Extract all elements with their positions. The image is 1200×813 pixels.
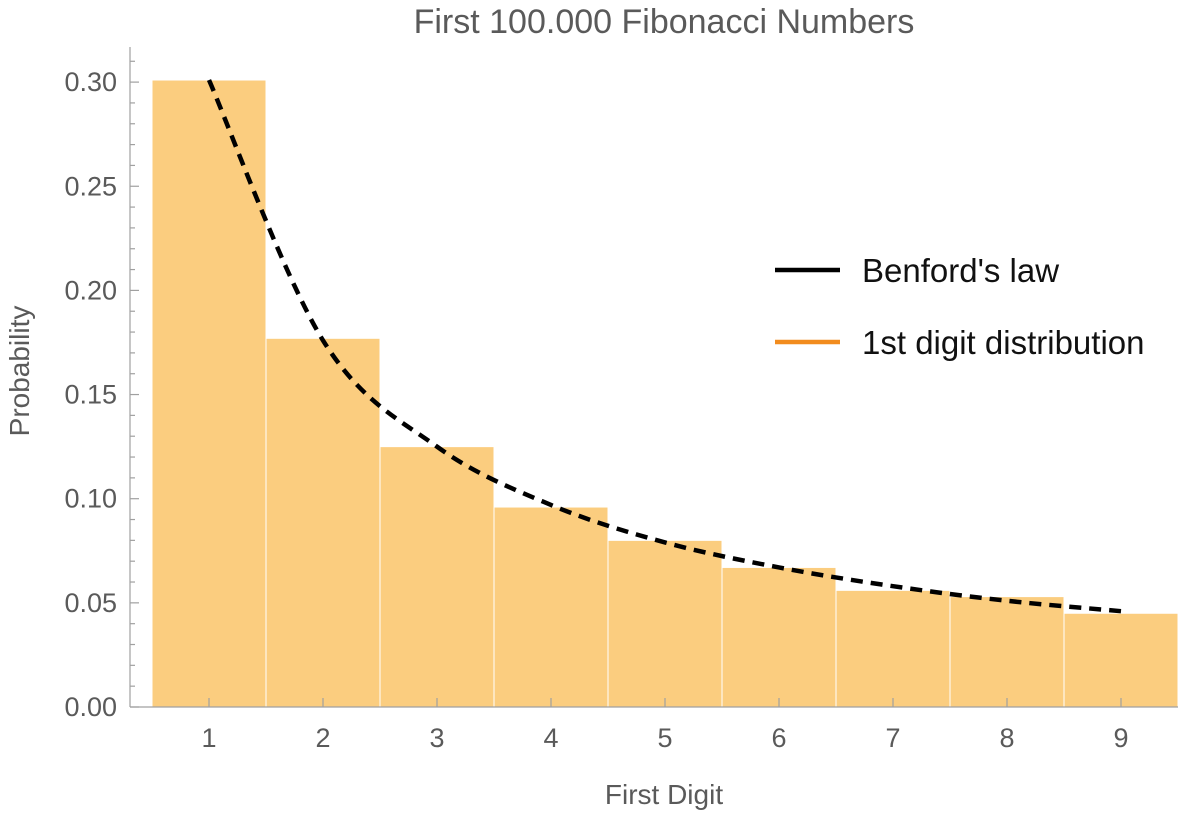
x-tick-label: 8: [999, 723, 1014, 753]
x-tick-label: 4: [543, 723, 558, 753]
legend: Benford's law 1st digit distribution: [775, 252, 1144, 361]
chart-title: First 100.000 Fibonacci Numbers: [414, 3, 915, 41]
y-tick-label: 0.30: [64, 67, 117, 97]
bars-layer: [151, 79, 1179, 708]
bar-digit-4: [493, 506, 609, 708]
bar-digit-1: [151, 79, 267, 708]
bar-digit-6: [721, 566, 837, 708]
y-tick-label: 0.00: [64, 692, 117, 722]
bar-digit-5: [607, 539, 723, 708]
y-tick-label: 0.20: [64, 275, 117, 305]
x-axis-label: First Digit: [605, 779, 723, 810]
y-ticks-layer: 0.00 0.05 0.10 0.15 0.20 0.25 0.30: [64, 60, 139, 722]
legend-label-benford: Benford's law: [862, 252, 1059, 289]
bar-digit-9: [1063, 612, 1179, 708]
x-tick-label: 6: [771, 723, 786, 753]
x-tick-label: 5: [657, 723, 672, 753]
x-tick-label: 2: [315, 723, 330, 753]
bar-digit-7: [835, 589, 951, 708]
x-tick-label: 7: [885, 723, 900, 753]
bar-digit-2: [265, 337, 381, 708]
legend-label-distribution: 1st digit distribution: [862, 324, 1144, 361]
y-tick-label: 0.15: [64, 380, 117, 410]
axes-layer: [129, 47, 1178, 708]
y-axis-label: Probability: [4, 306, 35, 437]
y-tick-label: 0.05: [64, 588, 117, 618]
x-ticks-layer: 1 2 3 4 5 6 7 8 9: [201, 698, 1129, 753]
y-tick-label: 0.10: [64, 484, 117, 514]
x-tick-label: 9: [1113, 723, 1128, 753]
y-tick-label: 0.25: [64, 171, 117, 201]
x-tick-label: 1: [201, 723, 216, 753]
bar-digit-3: [379, 446, 495, 708]
x-tick-label: 3: [429, 723, 444, 753]
benford-curve: [206, 79, 1122, 614]
bar-digit-8: [949, 596, 1065, 708]
